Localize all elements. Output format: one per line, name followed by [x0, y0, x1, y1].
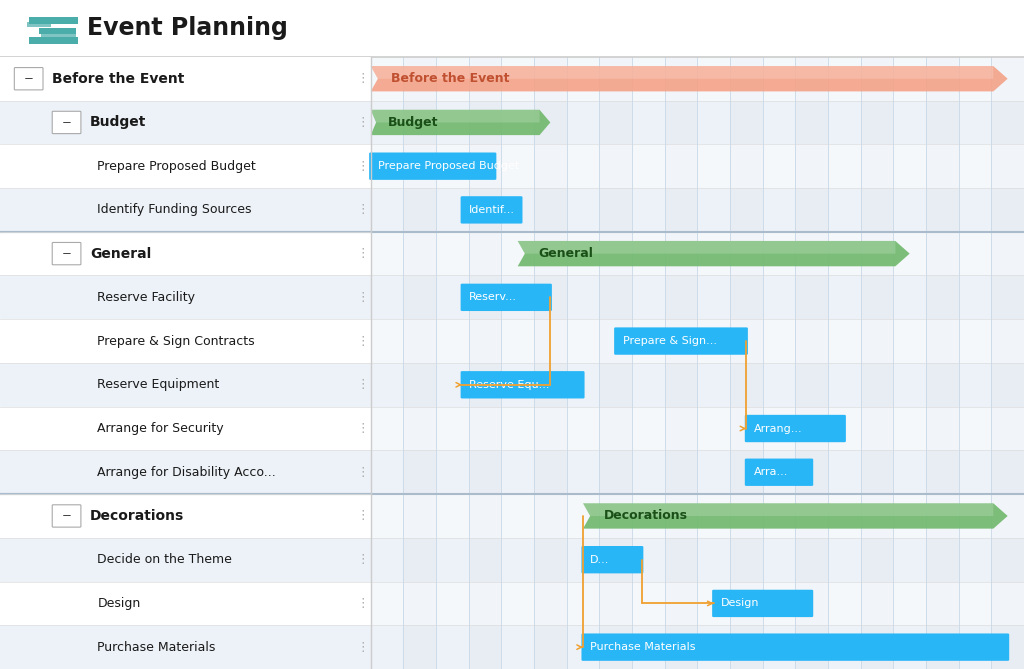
Text: Identif...: Identif... [469, 205, 515, 215]
Text: Arrange for Disability Acco...: Arrange for Disability Acco... [97, 466, 276, 479]
FancyBboxPatch shape [29, 37, 78, 43]
FancyBboxPatch shape [14, 68, 43, 90]
FancyBboxPatch shape [860, 57, 893, 669]
Text: ⋮: ⋮ [356, 203, 369, 216]
Text: Design: Design [721, 598, 760, 608]
Text: ⋮: ⋮ [356, 116, 369, 129]
FancyBboxPatch shape [0, 363, 1024, 407]
FancyBboxPatch shape [0, 450, 371, 494]
Polygon shape [583, 503, 1008, 529]
FancyBboxPatch shape [632, 57, 665, 669]
Text: ⋮: ⋮ [356, 334, 369, 348]
Polygon shape [583, 503, 993, 516]
FancyBboxPatch shape [52, 505, 81, 527]
Text: ⋮: ⋮ [356, 247, 369, 260]
Text: Event Planning: Event Planning [87, 17, 288, 40]
FancyBboxPatch shape [39, 27, 76, 34]
Text: Before the Event: Before the Event [52, 72, 184, 86]
Text: ⋮: ⋮ [356, 378, 369, 391]
FancyBboxPatch shape [0, 538, 371, 581]
FancyBboxPatch shape [796, 57, 828, 669]
FancyBboxPatch shape [52, 111, 81, 134]
Text: General: General [90, 247, 152, 261]
FancyBboxPatch shape [712, 590, 813, 617]
Polygon shape [371, 110, 540, 122]
FancyBboxPatch shape [0, 231, 371, 276]
FancyBboxPatch shape [535, 57, 566, 669]
Text: ⋮: ⋮ [356, 72, 369, 85]
Text: ⋮: ⋮ [356, 510, 369, 522]
FancyBboxPatch shape [0, 188, 371, 231]
Text: Reserve Facility: Reserve Facility [97, 291, 196, 304]
Text: Reserv...: Reserv... [469, 292, 517, 302]
Text: Prepare Proposed Budget: Prepare Proposed Budget [378, 161, 519, 171]
FancyBboxPatch shape [0, 450, 1024, 494]
Text: ⋮: ⋮ [356, 597, 369, 610]
FancyBboxPatch shape [0, 100, 371, 145]
Polygon shape [371, 110, 550, 135]
FancyBboxPatch shape [52, 242, 81, 265]
FancyBboxPatch shape [763, 57, 796, 669]
FancyBboxPatch shape [697, 57, 730, 669]
Polygon shape [518, 241, 909, 266]
Text: −: − [61, 247, 72, 260]
FancyBboxPatch shape [582, 546, 643, 573]
Text: Prepare & Sign Contracts: Prepare & Sign Contracts [97, 334, 255, 348]
FancyBboxPatch shape [0, 363, 371, 407]
FancyBboxPatch shape [0, 319, 1024, 363]
FancyBboxPatch shape [614, 327, 748, 355]
FancyBboxPatch shape [0, 581, 1024, 626]
FancyBboxPatch shape [0, 407, 1024, 450]
FancyBboxPatch shape [0, 0, 1024, 57]
FancyBboxPatch shape [0, 145, 1024, 188]
Text: ⋮: ⋮ [356, 422, 369, 435]
Text: ⋮: ⋮ [356, 466, 369, 479]
Text: Reserve Equipment: Reserve Equipment [97, 378, 219, 391]
Text: Arrang...: Arrang... [754, 423, 802, 434]
Text: Budget: Budget [388, 116, 438, 129]
FancyBboxPatch shape [991, 57, 1024, 669]
Text: Decorations: Decorations [90, 509, 184, 523]
Text: ⋮: ⋮ [356, 641, 369, 654]
FancyBboxPatch shape [27, 21, 51, 27]
Text: Design: Design [97, 597, 140, 610]
FancyBboxPatch shape [599, 57, 632, 669]
Text: −: − [24, 72, 34, 85]
FancyBboxPatch shape [0, 276, 371, 319]
FancyBboxPatch shape [0, 57, 371, 100]
Text: Decorations: Decorations [603, 510, 687, 522]
FancyBboxPatch shape [0, 626, 371, 669]
FancyBboxPatch shape [665, 57, 697, 669]
FancyBboxPatch shape [828, 57, 860, 669]
FancyBboxPatch shape [41, 32, 76, 37]
FancyBboxPatch shape [0, 231, 1024, 276]
FancyBboxPatch shape [0, 494, 1024, 538]
FancyBboxPatch shape [730, 57, 763, 669]
Text: ⋮: ⋮ [356, 160, 369, 173]
Text: −: − [61, 116, 72, 129]
Text: ⋮: ⋮ [356, 291, 369, 304]
FancyBboxPatch shape [744, 415, 846, 442]
FancyBboxPatch shape [461, 371, 585, 399]
FancyBboxPatch shape [0, 145, 371, 188]
FancyBboxPatch shape [744, 458, 813, 486]
Polygon shape [518, 241, 895, 254]
Text: Arrange for Security: Arrange for Security [97, 422, 224, 435]
Text: Reserve Equ...: Reserve Equ... [469, 380, 550, 390]
FancyBboxPatch shape [0, 57, 371, 669]
Polygon shape [371, 66, 1008, 92]
FancyBboxPatch shape [436, 57, 469, 669]
Text: Arra...: Arra... [754, 467, 787, 477]
Text: Purchase Materials: Purchase Materials [97, 641, 216, 654]
FancyBboxPatch shape [566, 57, 599, 669]
FancyBboxPatch shape [0, 100, 1024, 145]
FancyBboxPatch shape [926, 57, 958, 669]
Text: Identify Funding Sources: Identify Funding Sources [97, 203, 252, 216]
FancyBboxPatch shape [0, 581, 371, 626]
FancyBboxPatch shape [893, 57, 926, 669]
Text: Budget: Budget [90, 116, 146, 129]
Text: Decide on the Theme: Decide on the Theme [97, 553, 232, 566]
FancyBboxPatch shape [461, 196, 522, 223]
FancyBboxPatch shape [369, 153, 497, 180]
